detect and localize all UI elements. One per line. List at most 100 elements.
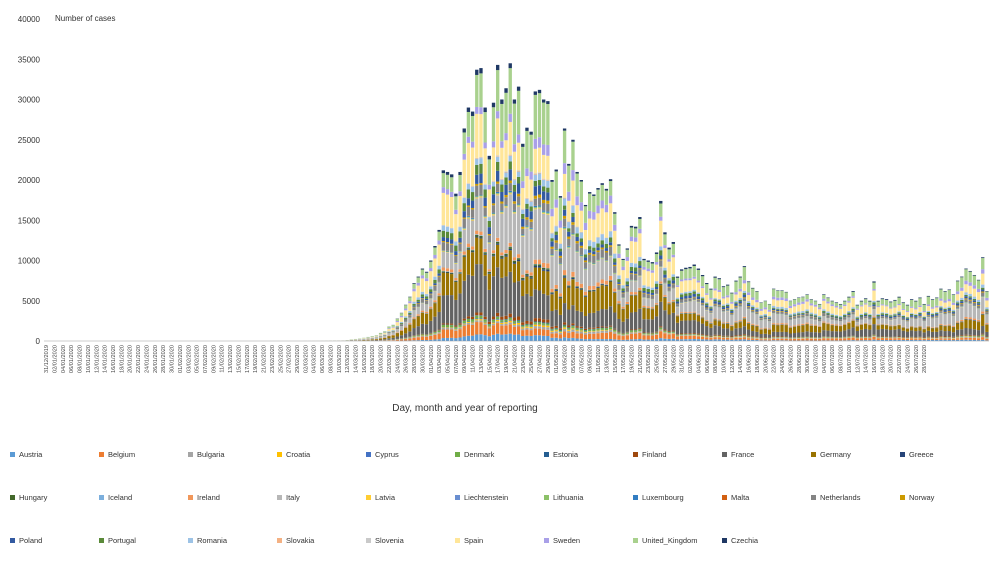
bar-segment (579, 256, 583, 284)
bar-segment (508, 63, 512, 69)
bar-segment (546, 101, 550, 104)
bar-segment (500, 325, 504, 335)
bar-segment (734, 339, 738, 341)
bar-segment (642, 285, 646, 288)
bar-stack (817, 303, 822, 341)
bar-segment (479, 173, 483, 184)
bar-stack (462, 128, 466, 341)
bar-segment (508, 320, 512, 323)
bar-segment (583, 257, 588, 261)
bar-segment (462, 228, 466, 230)
bar-segment (391, 337, 395, 340)
bar-segment (629, 281, 634, 293)
bar-segment (575, 338, 579, 341)
bar-segment (608, 327, 613, 330)
bar-segment (424, 298, 429, 301)
bar-segment (889, 320, 893, 326)
bar-segment (458, 243, 462, 251)
bar-segment (638, 331, 642, 333)
bar-segment (801, 303, 805, 311)
bar-segment (596, 282, 600, 287)
bar-segment (734, 281, 738, 293)
bar-segment (479, 318, 483, 320)
bar-segment (692, 300, 696, 312)
bar-segment (470, 323, 475, 325)
bar-segment (537, 194, 542, 198)
bar-stack (763, 300, 767, 341)
bar-segment (554, 290, 558, 310)
bar-segment (575, 326, 579, 328)
bar-segment (579, 288, 583, 290)
bar-segment (788, 313, 793, 316)
bar-segment (445, 231, 450, 239)
bar-segment (713, 288, 717, 291)
bar-segment (897, 312, 901, 314)
bar-segment (843, 313, 847, 316)
bar-segment (834, 302, 839, 303)
bar-segment (470, 115, 475, 142)
bar-segment (500, 255, 504, 258)
bar-segment (550, 254, 554, 256)
bar-segment (462, 159, 466, 198)
bar-segment (893, 313, 897, 315)
bar-segment (424, 271, 429, 273)
bar-segment (592, 219, 596, 242)
bar-segment (542, 203, 546, 211)
bar-segment (776, 300, 780, 307)
bar-stack (859, 300, 864, 341)
bar-segment (939, 310, 943, 312)
bar-segment (533, 324, 537, 327)
bar-segment (529, 272, 533, 276)
bar-segment (525, 130, 529, 169)
bar-segment (575, 252, 579, 282)
bar-segment (445, 337, 450, 341)
bar-segment (508, 319, 512, 321)
bar-segment (788, 338, 793, 340)
bar-segment (784, 325, 788, 333)
bar-segment (404, 317, 408, 319)
bar-segment (575, 236, 579, 242)
bar-segment (542, 293, 546, 320)
bar-segment (408, 315, 412, 318)
bar-segment (562, 325, 567, 328)
bar-segment (847, 311, 851, 313)
bar-segment (600, 258, 604, 280)
bar-segment (646, 308, 650, 320)
bar-segment (679, 333, 684, 335)
bar-segment (491, 203, 496, 206)
bar-segment (412, 340, 416, 341)
bar-segment (554, 169, 558, 172)
bar-segment (504, 194, 508, 198)
bar-segment (429, 335, 433, 336)
bar-segment (717, 319, 721, 321)
bar-segment (571, 271, 575, 277)
bar-segment (751, 310, 755, 313)
bar-segment (826, 315, 830, 318)
bar-segment (813, 316, 818, 318)
bar-segment (813, 306, 818, 314)
bar-segment (713, 298, 717, 300)
bar-segment (763, 339, 767, 341)
bar-segment (487, 271, 491, 274)
bar-segment (884, 324, 889, 325)
bar-segment (721, 312, 726, 323)
bar-segment (909, 318, 914, 327)
bar-segment (420, 278, 425, 292)
bar-segment (516, 193, 521, 197)
bar-segment (847, 296, 851, 298)
bar-stack (951, 294, 956, 341)
bar-segment (822, 312, 826, 314)
bar-segment (378, 338, 383, 340)
bar-segment (826, 340, 830, 341)
bar-segment (521, 236, 525, 275)
bar-segment (404, 333, 408, 338)
bar-segment (659, 285, 663, 302)
bar-segment (537, 318, 542, 322)
bar-segment (571, 277, 575, 278)
bar-segment (872, 302, 876, 305)
bar-segment (420, 310, 425, 313)
bar-segment (797, 297, 801, 303)
bar-segment (475, 264, 479, 313)
bar-segment (445, 242, 450, 244)
bar-segment (470, 218, 475, 219)
